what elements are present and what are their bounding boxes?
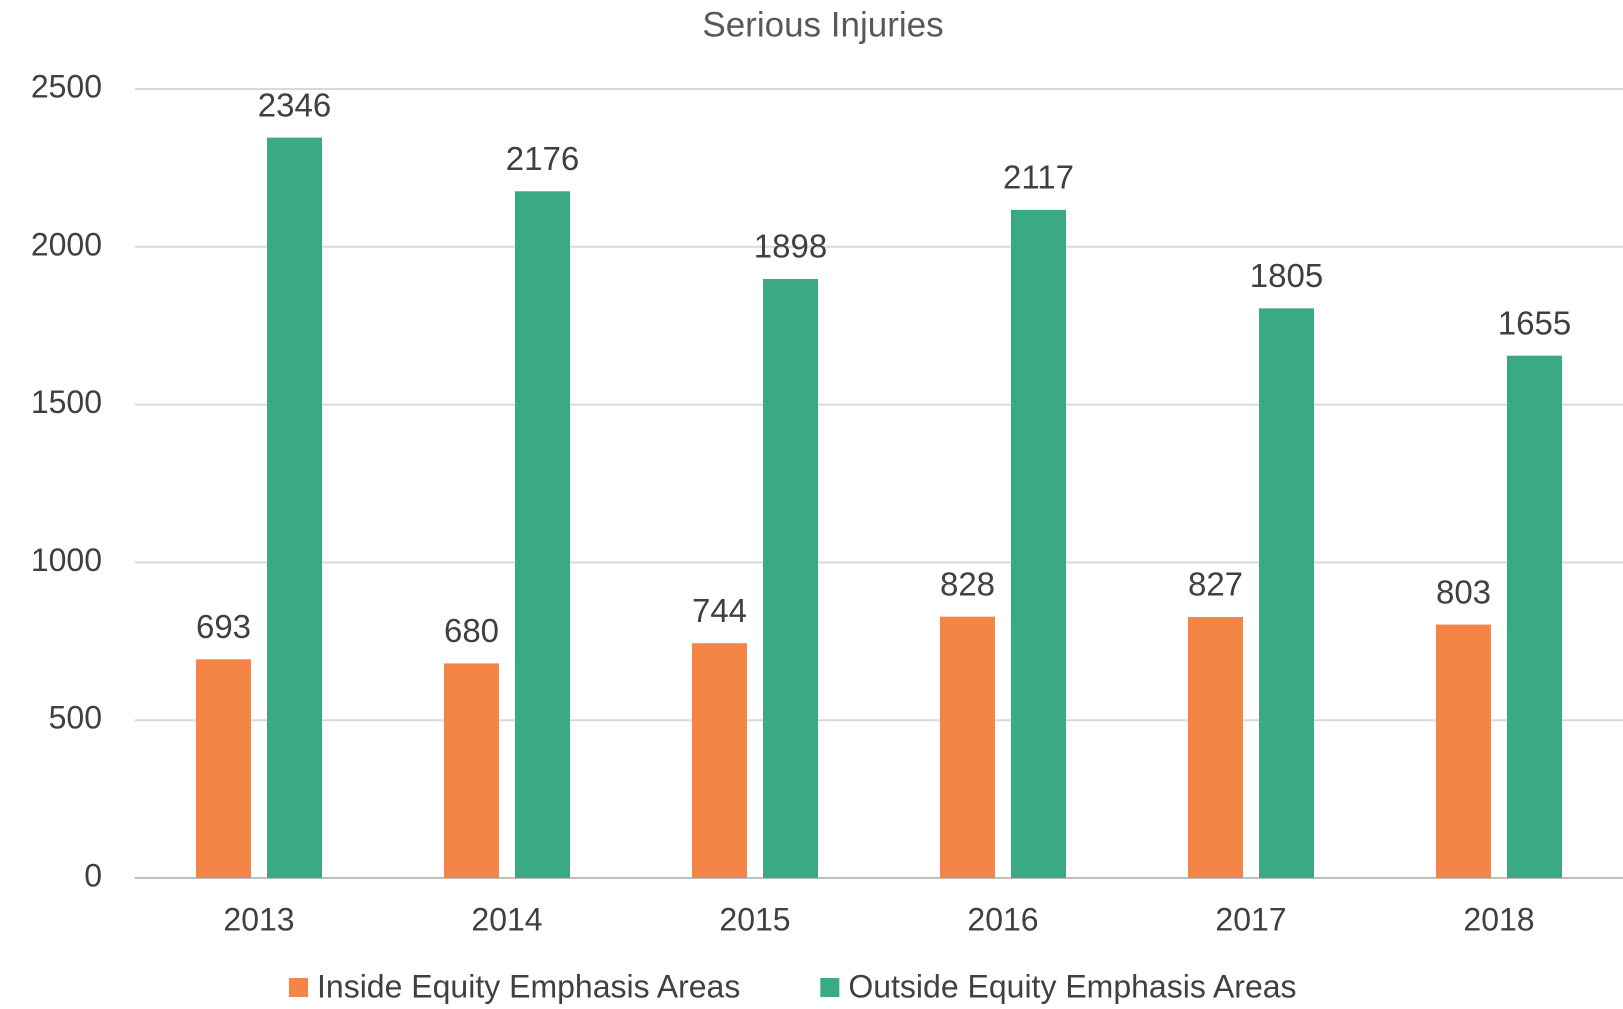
chart-title: Serious Injuries bbox=[702, 5, 943, 44]
y-tick-label: 0 bbox=[84, 857, 102, 893]
legend-swatch bbox=[820, 978, 840, 997]
legend-swatch bbox=[289, 978, 308, 997]
legend-label: Outside Equity Emphasis Areas bbox=[848, 968, 1296, 1004]
bar bbox=[1188, 616, 1243, 878]
data-label: 828 bbox=[940, 565, 995, 602]
y-tick-label: 1500 bbox=[31, 384, 102, 420]
bar bbox=[940, 616, 995, 878]
x-tick-label: 2015 bbox=[719, 901, 790, 937]
data-label: 2346 bbox=[258, 86, 331, 123]
bar bbox=[515, 191, 570, 878]
y-tick-label: 2500 bbox=[31, 68, 102, 104]
bar bbox=[444, 663, 499, 878]
data-label: 680 bbox=[444, 612, 499, 649]
x-tick-label: 2013 bbox=[223, 901, 294, 937]
x-tick-label: 2018 bbox=[1463, 901, 1534, 937]
bar bbox=[692, 643, 747, 878]
data-label: 803 bbox=[1436, 573, 1491, 610]
legend-label: Inside Equity Emphasis Areas bbox=[317, 968, 740, 1004]
bar bbox=[1507, 355, 1562, 878]
bar bbox=[763, 278, 818, 878]
data-label: 1805 bbox=[1250, 257, 1323, 294]
bar bbox=[1259, 308, 1314, 878]
x-tick-label: 2014 bbox=[471, 901, 542, 937]
data-label: 827 bbox=[1188, 566, 1243, 603]
y-tick-label: 1000 bbox=[31, 542, 102, 578]
bar bbox=[1436, 624, 1491, 878]
data-label: 2176 bbox=[506, 140, 579, 177]
y-tick-label: 500 bbox=[49, 700, 102, 736]
bar bbox=[1011, 209, 1066, 878]
data-label: 744 bbox=[692, 592, 747, 629]
bar bbox=[196, 659, 251, 878]
bar bbox=[267, 137, 322, 878]
y-tick-label: 2000 bbox=[31, 226, 102, 262]
data-label: 2117 bbox=[1003, 159, 1074, 196]
x-tick-label: 2017 bbox=[1215, 901, 1286, 937]
data-label: 1655 bbox=[1498, 304, 1571, 341]
data-label: 693 bbox=[196, 608, 251, 645]
data-label: 1898 bbox=[754, 228, 827, 265]
x-tick-label: 2016 bbox=[967, 901, 1038, 937]
